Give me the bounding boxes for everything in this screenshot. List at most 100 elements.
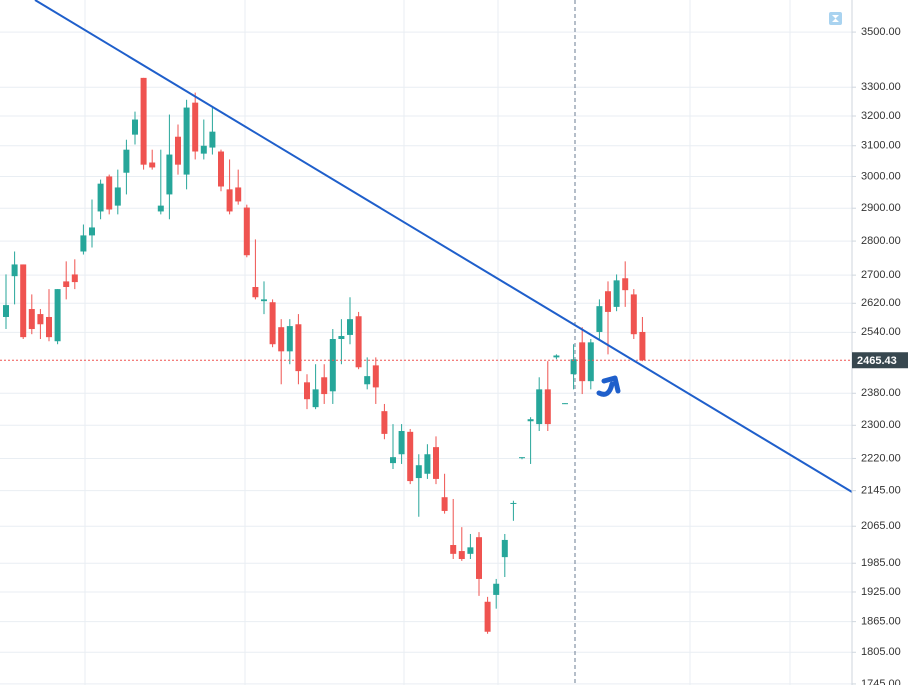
y-tick-label: 2065.00 [861,520,901,532]
candle-body [476,537,482,579]
y-tick-label: 2540.00 [861,326,901,338]
y-tick-label: 1985.00 [861,557,901,569]
candle-body [329,339,336,392]
candle-body [175,136,181,165]
candle-body [80,235,87,252]
candle-body [613,280,620,307]
candle-body [123,149,130,173]
candle-body [37,314,44,325]
candle-body [544,389,551,425]
candle-body [226,189,233,212]
candle-body [510,502,517,504]
y-tick-label: 3500.00 [861,26,901,38]
candle-body [63,281,70,287]
candle-body [295,324,302,372]
candle-body [390,457,396,464]
y-tick-label: 2300.00 [861,419,901,431]
y-tick-label: 1925.00 [861,586,901,598]
candle-body [3,305,9,317]
y-tick-label: 3100.00 [861,140,901,152]
candle-body [630,294,637,335]
y-tick-label: 2800.00 [861,235,901,247]
candle-body [261,299,267,302]
candle-body [501,539,508,558]
candle-body [364,376,371,385]
candle-body [596,306,603,332]
candle-body [89,227,95,236]
candle-body [278,327,285,352]
candle-body [579,342,586,382]
candle-body [347,319,353,335]
candle-body [166,154,173,195]
candle-body [192,102,199,152]
y-tick-label: 2900.00 [861,202,901,214]
y-tick-label: 1745.00 [861,678,901,685]
candle-body [441,497,448,511]
y-tick-label: 3200.00 [861,110,901,122]
candle-body [11,264,18,277]
candle-body [183,107,190,175]
candle-body [312,389,319,408]
candle-body [536,389,543,425]
last-price-tag [852,352,908,369]
y-tick-label: 2380.00 [861,387,901,399]
candle-body [467,547,474,554]
y-tick-label: 3300.00 [861,81,901,93]
candle-body [235,187,242,202]
y-tick-label: 2700.00 [861,269,901,281]
y-axis: 3500.00 3300.00 3200.00 3100.00 3000.00 2900.… [852,26,908,685]
candle-body [381,411,388,434]
candle-body [71,274,78,283]
candle-body [269,302,276,345]
candle-body [97,183,104,212]
candle-body [286,326,293,352]
candle-body [218,151,224,187]
candle-body [157,205,164,212]
y-tick-label: 1805.00 [861,646,901,658]
candle-body [458,551,465,560]
candle-body [132,119,138,135]
candles [0,77,852,634]
arrow-annotation [596,375,621,397]
candle-body [140,77,147,165]
candle-body [433,447,439,479]
candle-body [252,286,259,298]
candle-body [605,291,611,312]
candle-body [424,454,431,474]
candle-body [304,382,310,400]
candle-body [114,187,121,206]
candle-body [321,377,328,395]
candle-body [484,601,491,632]
y-tick-label: 3000.00 [861,170,901,182]
y-tick-label: 2145.00 [861,485,901,497]
candle-body [338,336,345,340]
trend-line [34,0,853,493]
candle-body [407,431,414,482]
candle-body [450,545,457,554]
candle-body [149,162,156,168]
candle-body [570,359,577,375]
candle-body [209,131,216,148]
candle-body [639,331,646,361]
candle-body [200,145,207,154]
candle-body [562,403,568,405]
grid [0,31,852,685]
candle-body [415,465,422,479]
candle-body [553,355,560,358]
price-scale [852,0,908,685]
candle-body [106,176,113,210]
y-tick-label: 1865.00 [861,616,901,628]
candle-body [20,264,27,338]
candle-body [587,342,594,382]
y-tick-label: 2620.00 [861,297,901,309]
candle-body [28,309,35,330]
candle-body [527,419,534,422]
candle-body [493,583,500,595]
candle-body [519,457,525,459]
last-price-label: 2465.43 [857,355,897,367]
candle-body [243,207,250,256]
candle-body [622,278,629,291]
candle-body [46,316,52,338]
